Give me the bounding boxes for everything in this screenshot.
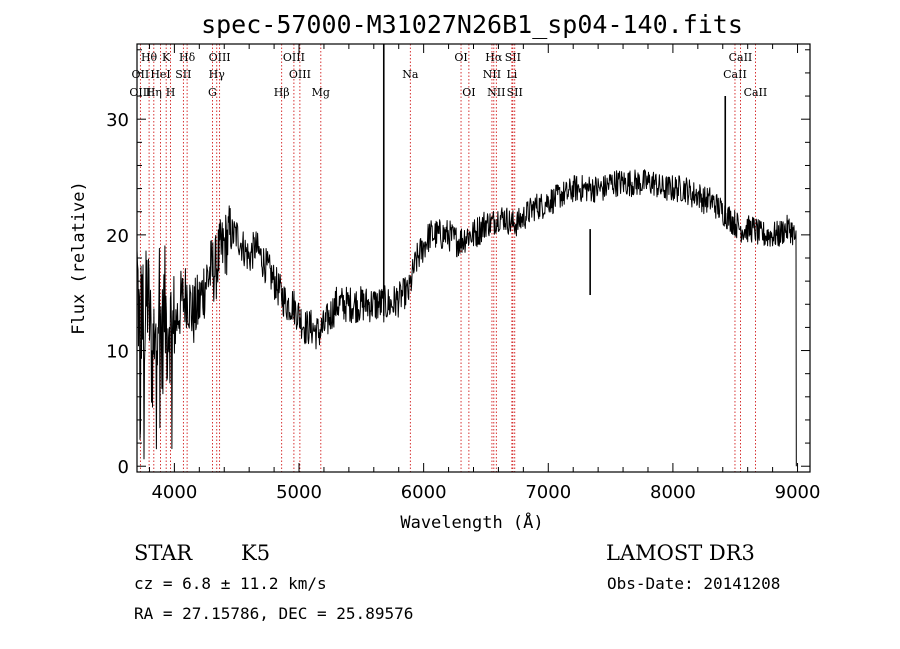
line-markers: Hθ OII OIII K HeI Hη SII H Hδ OIII Hγ G OIII OIII Hβ Mg… [129, 44, 767, 472]
line-marker-label: SII [505, 51, 521, 64]
line-marker-label: OII [132, 68, 150, 81]
line-marker-label: Hδ [179, 51, 196, 64]
line-marker-label: Hθ [141, 51, 158, 64]
line-marker-label: Mg [312, 86, 330, 99]
spectrum-series [136, 44, 797, 467]
line-marker-label: NII [487, 86, 505, 99]
x-tick-label: 9000 [775, 482, 821, 503]
line-marker-label: HeI [150, 68, 170, 81]
line-marker-label: SII [507, 86, 523, 99]
x-tick-label: 4000 [151, 482, 197, 503]
y-tick-label: 0 [118, 457, 129, 478]
chart-title: spec-57000-M31027N26B1_sp04-140.fits [201, 10, 743, 39]
plot-frame [136, 43, 811, 473]
line-marker-label: Hη [146, 86, 162, 99]
line-marker-label: OIII [209, 51, 231, 64]
x-tick-label: 5000 [276, 482, 322, 503]
line-marker-label: OI [454, 51, 467, 64]
line-marker-label: OI [462, 86, 475, 99]
line-marker-label: NII [483, 68, 501, 81]
obs-date: Obs-Date: 20141208 [607, 574, 781, 593]
x-tick-label: 6000 [401, 482, 447, 503]
x-tick-label: 7000 [525, 482, 571, 503]
line-marker-label: Hα [485, 51, 503, 64]
line-marker-label: OIII [129, 86, 151, 99]
y-tick-label: 10 [106, 342, 129, 363]
survey-name: LAMOST DR3 [606, 541, 755, 565]
object-subclass: K5 [241, 541, 271, 565]
line-marker-label: Hβ [274, 86, 290, 99]
line-marker-label: G [208, 86, 217, 99]
redshift-value: cz = 6.8 ± 11.2 km/s [134, 574, 327, 593]
line-marker-label: Hγ [209, 68, 226, 81]
y-tick-label: 20 [106, 226, 129, 247]
y-axis-label: Flux (relative) [69, 181, 89, 335]
axis-ticks: 4000 5000 6000 7000 8000 9000 0 10 20 30 [106, 44, 820, 503]
line-marker-label: SII [175, 68, 191, 81]
coordinates: RA = 27.15786, DEC = 25.89576 [134, 604, 414, 623]
line-marker-label: CaII [729, 51, 753, 64]
object-class: STAR [134, 541, 193, 565]
line-marker-label: Li [506, 68, 517, 81]
line-marker-label: H [166, 86, 176, 99]
line-marker-label: OIII [283, 51, 305, 64]
line-marker-label: CaII [744, 86, 768, 99]
y-tick-label: 30 [106, 110, 129, 131]
line-marker-label: CaII [723, 68, 747, 81]
line-marker-label: OIII [289, 68, 311, 81]
line-marker-label: Na [402, 68, 419, 81]
x-tick-label: 8000 [650, 482, 696, 503]
x-axis-label: Wavelength (Å) [400, 511, 543, 533]
line-marker-label: K [162, 51, 171, 64]
spectrum-line [136, 169, 797, 467]
